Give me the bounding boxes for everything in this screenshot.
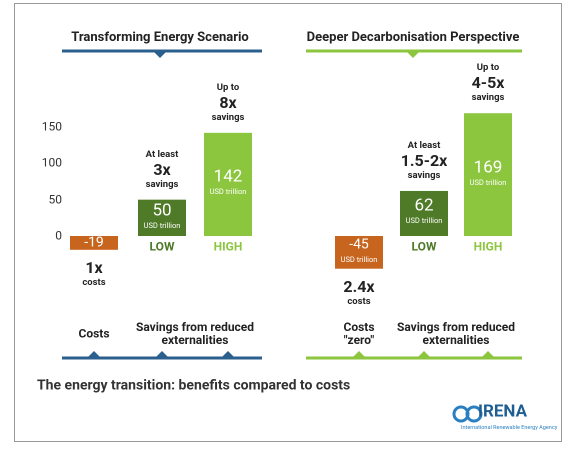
annotation: 2.4x — [343, 276, 375, 296]
bar — [400, 190, 448, 236]
value-label: 142 — [213, 167, 243, 188]
footer-label: Savings from reduced externalities — [135, 319, 255, 347]
annotation: At least — [145, 148, 179, 160]
category-label: HIGH — [473, 239, 503, 254]
panel-title: Deeper Decarbonisation Perspective — [306, 29, 520, 45]
logo-subtitle: International Renewable Energy Agency — [461, 424, 558, 431]
annotation: Up to — [216, 81, 240, 93]
y-tick-label: 0 — [55, 228, 62, 243]
annotation: 4-5x — [471, 73, 505, 93]
unit-label: USD trillion — [469, 177, 507, 187]
title-pointer — [153, 51, 167, 58]
annotation: 1x — [85, 258, 103, 277]
value-label: -45 — [349, 236, 369, 253]
footer-pointer — [352, 351, 366, 358]
bar — [70, 236, 118, 250]
value-label: 62 — [414, 196, 434, 217]
annotation: costs — [82, 276, 106, 288]
annotation: At least — [407, 139, 441, 151]
y-tick-label: 100 — [41, 155, 62, 170]
footer-pointer — [417, 351, 431, 358]
unit-label: USD trillion — [209, 187, 247, 197]
annotation: savings — [211, 111, 245, 123]
logo-icon — [452, 405, 483, 423]
annotation: 1.5-2x — [400, 151, 448, 171]
annotation: costs — [347, 295, 371, 307]
footer-label: Costs — [78, 326, 110, 341]
footer-pointer — [221, 351, 235, 358]
bar — [335, 236, 383, 269]
value-label: -19 — [84, 234, 104, 251]
footer-label: Costs "zero" — [343, 319, 375, 347]
category-label: LOW — [411, 239, 437, 254]
value-label: 169 — [473, 157, 503, 178]
category-label: HIGH — [213, 239, 243, 254]
title-pointer — [406, 51, 420, 58]
logo-name: IRENA — [478, 401, 527, 422]
annotation: savings — [471, 91, 505, 103]
frame — [14, 3, 562, 442]
panel-title: Transforming Energy Scenario — [71, 29, 249, 45]
y-tick-label: 50 — [48, 192, 63, 207]
footer-label: Savings from reduced externalities — [396, 319, 516, 347]
bar — [204, 132, 252, 236]
category-label: LOW — [149, 239, 175, 254]
caption: The energy transition: benefits compared… — [37, 377, 351, 394]
bar — [464, 113, 512, 236]
bar — [138, 199, 186, 236]
unit-label: USD trillion — [405, 216, 443, 226]
footer-pointer — [481, 351, 495, 358]
annotation: Up to — [476, 61, 500, 73]
footer-pointer — [155, 351, 169, 358]
footer-pointer — [87, 351, 101, 358]
y-tick-label: 150 — [41, 119, 62, 134]
value-label: 50 — [152, 200, 172, 221]
annotation: 8x — [219, 93, 237, 113]
annotation: savings — [145, 178, 179, 190]
annotation: savings — [407, 169, 441, 181]
annotation: 3x — [153, 159, 171, 179]
unit-label: USD trillion — [340, 255, 378, 265]
unit-label: USD trillion — [143, 220, 181, 230]
